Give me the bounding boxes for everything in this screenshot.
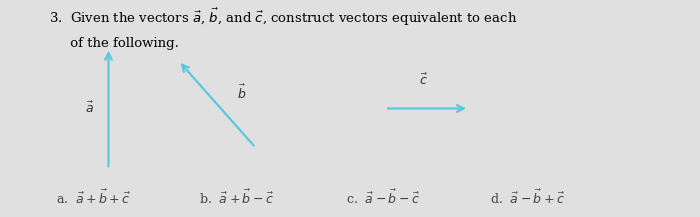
Text: of the following.: of the following. [49, 37, 179, 50]
Text: $\vec{b}$: $\vec{b}$ [237, 84, 246, 102]
Text: a.  $\vec{a} + \vec{b} + \vec{c}$: a. $\vec{a} + \vec{b} + \vec{c}$ [56, 188, 131, 207]
Text: $\vec{a}$: $\vec{a}$ [85, 101, 95, 116]
Text: 3.  Given the vectors $\vec{a}$, $\vec{b}$, and $\vec{c}$, construct vectors equ: 3. Given the vectors $\vec{a}$, $\vec{b}… [49, 7, 517, 28]
Text: b.  $\vec{a} + \vec{b} - \vec{c}$: b. $\vec{a} + \vec{b} - \vec{c}$ [199, 188, 275, 207]
Text: $\vec{c}$: $\vec{c}$ [419, 73, 428, 88]
Text: d.  $\vec{a} - \vec{b} + \vec{c}$: d. $\vec{a} - \vec{b} + \vec{c}$ [490, 188, 566, 207]
Text: c.  $\vec{a} - \vec{b} - \vec{c}$: c. $\vec{a} - \vec{b} - \vec{c}$ [346, 188, 421, 207]
